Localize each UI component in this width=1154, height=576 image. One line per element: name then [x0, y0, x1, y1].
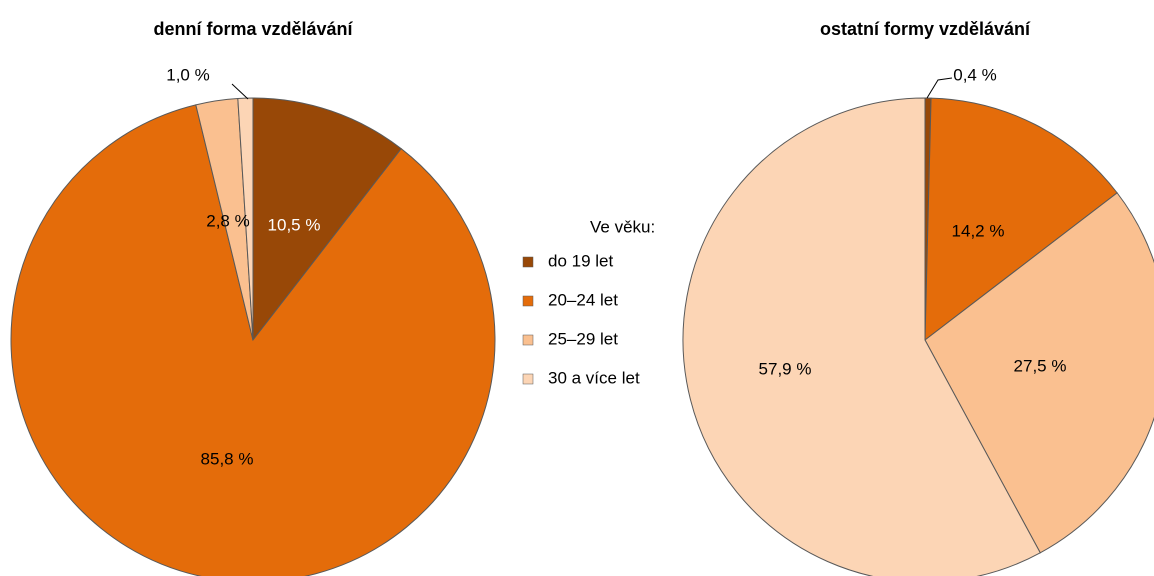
legend-swatch — [522, 295, 534, 307]
data-label: 2,8 % — [206, 211, 249, 230]
leader-line — [231, 83, 249, 100]
legend-label: do 19 let — [548, 251, 613, 270]
data-label: 85,8 % — [201, 449, 254, 468]
pie-slice — [682, 97, 1041, 576]
chart-title: denní forma vzdělávání — [153, 19, 353, 39]
legend-label: 25–29 let — [548, 329, 618, 348]
leader-line — [926, 77, 953, 99]
pie-slice — [924, 97, 1118, 342]
pie-slice — [924, 192, 1154, 554]
pie-slice — [237, 97, 254, 341]
pie-slice — [10, 104, 496, 576]
legend-swatch — [522, 373, 534, 385]
pie-slice — [252, 97, 402, 342]
legend-label: 30 a více let — [548, 368, 640, 387]
data-label: 10,5 % — [268, 215, 321, 234]
legend-label: 20–24 let — [548, 290, 618, 309]
data-label: 57,9 % — [759, 359, 812, 378]
chart-title: ostatní formy vzdělávání — [820, 19, 1031, 39]
data-label: 27,5 % — [1014, 356, 1067, 375]
legend-swatch — [522, 256, 534, 268]
data-label: 1,0 % — [166, 65, 209, 84]
data-label: 0,4 % — [953, 65, 996, 84]
legend-swatch — [522, 334, 534, 346]
legend-title: Ve věku: — [590, 217, 655, 236]
data-label: 14,2 % — [952, 221, 1005, 240]
